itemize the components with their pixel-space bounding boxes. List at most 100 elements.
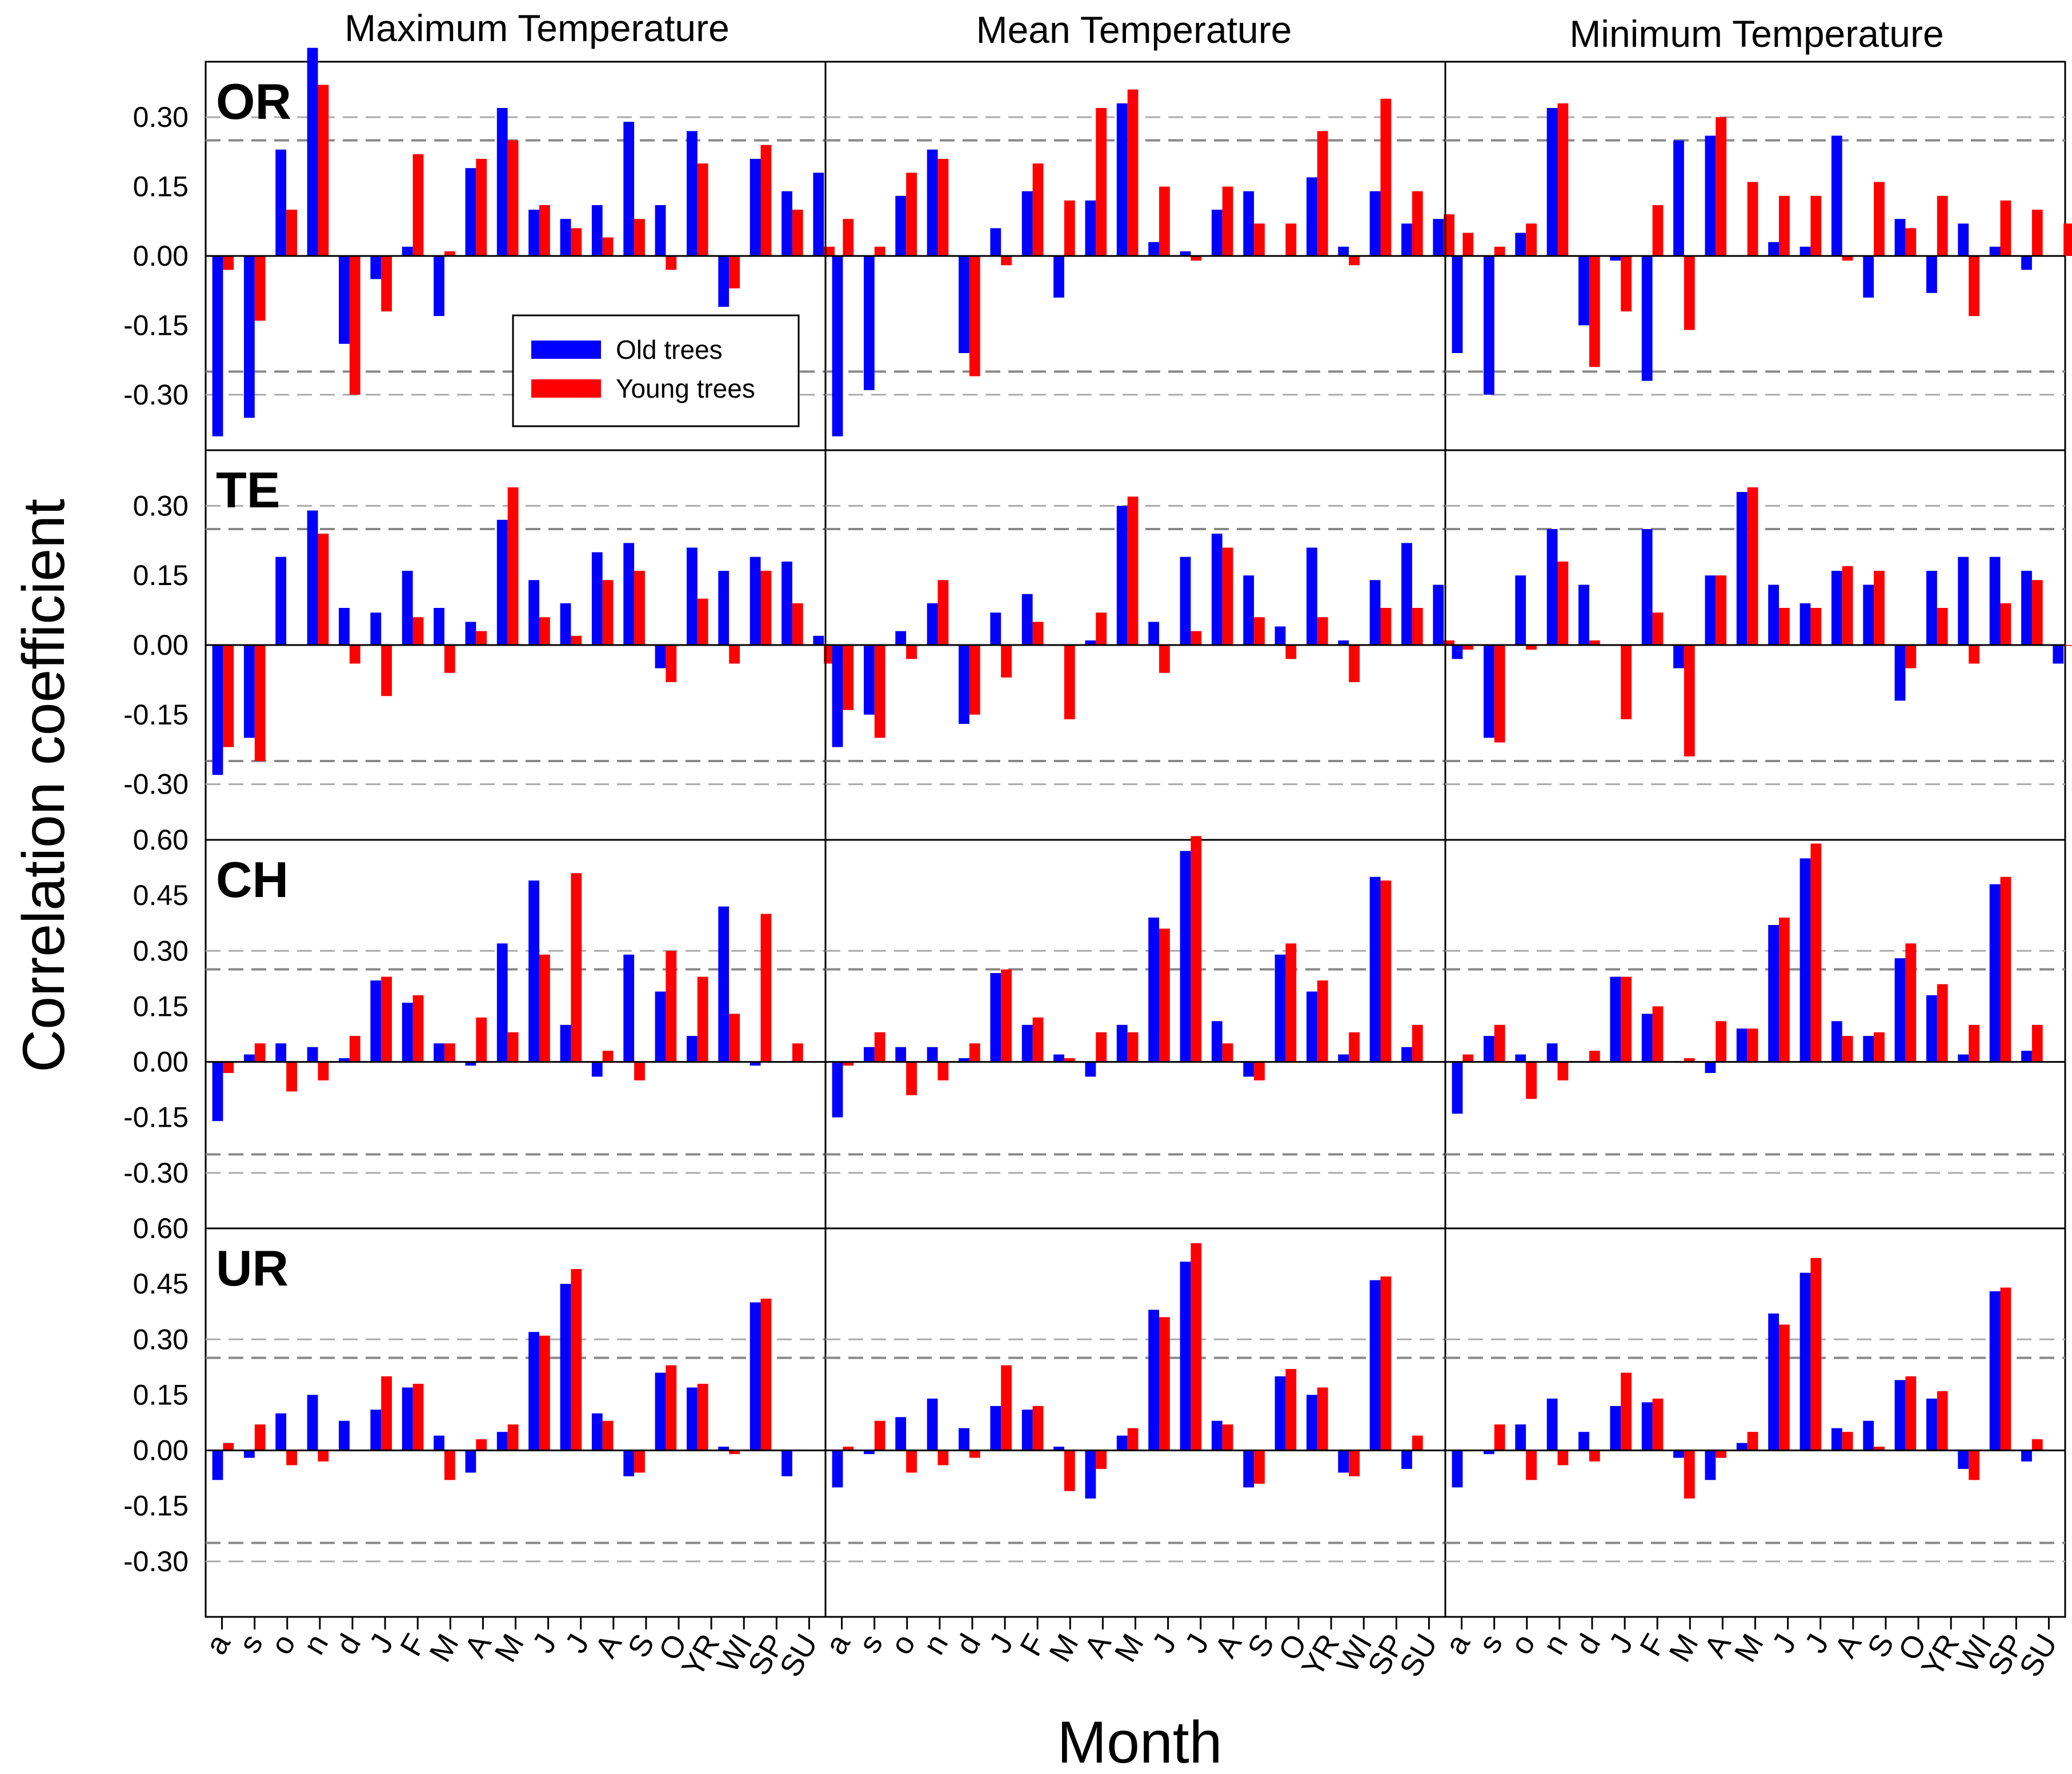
bar-or-max-old-8 (465, 168, 476, 256)
bar-or-max-old-13 (623, 122, 635, 256)
bar-te-max-young-16 (729, 645, 740, 664)
bar-te-max-young-3 (318, 534, 329, 645)
bar-ur-mean-old-18 (1401, 1450, 1412, 1469)
bar-ch-max-young-9 (507, 1032, 519, 1062)
bar-ch-mean-young-13 (1254, 1062, 1265, 1080)
bar-ur-min-young-15 (1937, 1391, 1948, 1451)
bar-or-min-young-5 (1621, 256, 1632, 312)
bar-ch-mean-young-2 (906, 1062, 917, 1095)
bar-ch-mean-young-4 (969, 1043, 980, 1062)
bar-ch-max-old-17 (750, 1062, 761, 1066)
bar-or-mean-young-14 (1285, 223, 1297, 256)
bar-ch-max-young-11 (571, 873, 582, 1062)
legend-box (512, 314, 800, 427)
bar-ur-max-old-14 (655, 1372, 666, 1451)
bar-ur-min-young-7 (1684, 1450, 1695, 1499)
bar-ur-max-young-7 (444, 1450, 455, 1480)
bar-te-max-old-5 (370, 612, 382, 645)
bar-or-max-old-14 (655, 205, 666, 256)
bar-or-min-young-0 (1462, 233, 1474, 256)
bar-ur-min-young-11 (1810, 1258, 1822, 1451)
y-tick-ch-2: 0.30 (133, 935, 189, 967)
column-title-minimum: Minimum Temperature (1569, 13, 1943, 55)
bar-te-min-old-4 (1578, 584, 1589, 645)
bar-te-max-old-14 (655, 645, 666, 668)
bar-te-min-old-12 (1831, 571, 1842, 645)
bar-or-mean-old-16 (1338, 246, 1349, 256)
bar-ur-min-old-0 (1452, 1450, 1463, 1488)
bar-te-mean-old-12 (1211, 534, 1223, 645)
bar-ch-max-old-4 (339, 1058, 350, 1062)
bar-ch-max-young-4 (349, 1036, 360, 1062)
bar-ur-mean-old-0 (832, 1450, 843, 1488)
bar-te-mean-young-19 (1444, 640, 1454, 645)
bar-ch-min-old-12 (1831, 1021, 1842, 1062)
bar-or-min-old-1 (1484, 256, 1494, 395)
bar-ur-min-old-7 (1673, 1450, 1684, 1458)
bar-te-min-old-10 (1768, 584, 1779, 645)
bar-te-min-young-7 (1684, 645, 1695, 756)
row-label-ch: CH (216, 851, 288, 908)
bar-te-max-old-19 (813, 635, 824, 645)
bar-ur-mean-young-2 (906, 1450, 917, 1473)
bar-te-mean-young-2 (906, 645, 917, 659)
bar-ch-mean-old-15 (1306, 991, 1317, 1062)
bar-ur-min-young-3 (1557, 1450, 1569, 1465)
bar-ch-min-young-14 (1905, 943, 1917, 1062)
bar-ur-max-young-5 (381, 1376, 392, 1451)
bar-te-mean-old-18 (1401, 543, 1412, 645)
bar-or-min-old-15 (1926, 256, 1937, 293)
bar-ch-min-old-6 (1641, 1014, 1653, 1062)
bar-te-max-old-16 (718, 571, 730, 645)
bar-ur-max-young-6 (412, 1384, 424, 1451)
bar-te-mean-old-0 (832, 645, 843, 747)
bar-ur-mean-old-12 (1211, 1420, 1223, 1451)
bar-ur-min-young-10 (1779, 1324, 1790, 1451)
bar-ch-max-old-5 (370, 980, 382, 1062)
bar-te-min-old-14 (1894, 645, 1906, 701)
legend-label-old: Old trees (616, 335, 723, 365)
bar-te-mean-old-5 (990, 612, 1001, 645)
bar-te-min-old-17 (1989, 556, 2001, 645)
bar-or-max-old-11 (560, 219, 571, 256)
bar-te-mean-young-13 (1254, 617, 1265, 645)
bar-or-min-young-11 (1810, 195, 1822, 256)
bar-or-mean-old-3 (927, 149, 938, 256)
bar-te-min-young-8 (1716, 575, 1727, 645)
bar-te-min-old-6 (1641, 529, 1653, 645)
bar-te-min-young-17 (2000, 603, 2011, 645)
y-tick-ur-4: 0.00 (133, 1435, 189, 1467)
bar-or-mean-old-17 (1369, 191, 1381, 256)
bar-ch-mean-young-11 (1191, 836, 1202, 1062)
bar-or-max-old-1 (244, 256, 255, 418)
bar-ch-max-old-1 (244, 1054, 255, 1062)
bar-ch-min-young-9 (1747, 1028, 1758, 1062)
bar-or-mean-young-18 (1412, 191, 1423, 256)
bar-te-min-young-9 (1747, 487, 1758, 645)
bar-or-mean-old-7 (1053, 256, 1064, 298)
bar-ur-mean-young-6 (1032, 1405, 1044, 1451)
bar-ur-mean-old-10 (1148, 1310, 1159, 1451)
bar-ch-max-old-7 (434, 1043, 444, 1062)
bar-or-mean-young-6 (1032, 163, 1044, 256)
bar-te-mean-young-18 (1412, 608, 1423, 645)
bar-or-max-young-8 (476, 159, 487, 256)
bar-ur-max-young-0 (223, 1443, 234, 1451)
bar-ch-max-old-10 (528, 880, 539, 1062)
bar-te-mean-young-5 (1001, 645, 1012, 678)
bar-te-mean-young-11 (1191, 631, 1202, 645)
bar-ur-max-old-6 (402, 1387, 413, 1451)
bar-or-mean-old-15 (1306, 177, 1317, 256)
bar-te-mean-old-17 (1369, 580, 1381, 645)
bar-ur-max-old-17 (750, 1302, 761, 1451)
bar-te-min-young-1 (1494, 645, 1505, 743)
bar-ch-min-old-0 (1452, 1062, 1463, 1114)
bar-ch-min-old-8 (1705, 1062, 1716, 1073)
bar-ur-max-young-10 (539, 1335, 550, 1451)
bar-or-min-young-17 (2000, 200, 2011, 256)
bar-or-max-young-6 (412, 154, 424, 256)
bar-te-max-old-17 (750, 556, 761, 645)
bar-ch-min-old-10 (1768, 925, 1779, 1062)
bar-or-max-young-0 (223, 256, 234, 270)
bar-ur-max-old-10 (528, 1332, 539, 1451)
